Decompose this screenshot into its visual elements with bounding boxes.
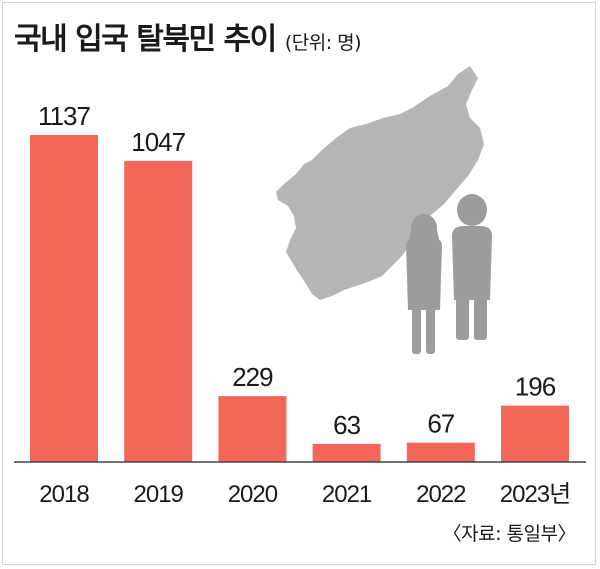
category-label-0: 2018 (39, 481, 89, 508)
bars (30, 135, 569, 462)
value-label-0: 1137 (38, 101, 90, 131)
chart-frame (2, 2, 596, 565)
bar-4 (406, 442, 475, 462)
source-label: 〈자료: 통일부〉 (442, 523, 577, 545)
chart-title: 국내 입국 탈북민 추이 (14, 22, 277, 57)
value-label-5: 196 (515, 372, 556, 402)
value-label-2: 229 (232, 362, 273, 392)
value-label-3: 63 (333, 410, 360, 440)
category-label-1: 2019 (134, 481, 184, 508)
category-label-4: 2022 (416, 481, 466, 508)
people-icon (406, 194, 492, 354)
category-labels: 2018 2019 2020 2021 2022 2023년 (39, 481, 571, 508)
bar-3 (312, 443, 381, 462)
value-labels: 1137 1047 229 63 67 196 (38, 101, 557, 440)
bar-2 (218, 396, 287, 462)
korean-peninsula-map-icon (276, 66, 484, 300)
unit-label: (단위: 명) (284, 32, 362, 54)
category-label-2: 2020 (228, 481, 278, 508)
category-label-5: 2023년 (500, 481, 570, 508)
value-label-4: 67 (427, 409, 454, 439)
bar-0 (30, 135, 98, 462)
value-label-1: 1047 (131, 127, 185, 157)
illustration (276, 66, 492, 354)
bar-5 (501, 405, 569, 462)
title-row: 국내 입국 탈북민 추이 (단위: 명) (14, 14, 362, 58)
category-label-3: 2021 (322, 481, 372, 508)
bar-1 (124, 160, 193, 462)
